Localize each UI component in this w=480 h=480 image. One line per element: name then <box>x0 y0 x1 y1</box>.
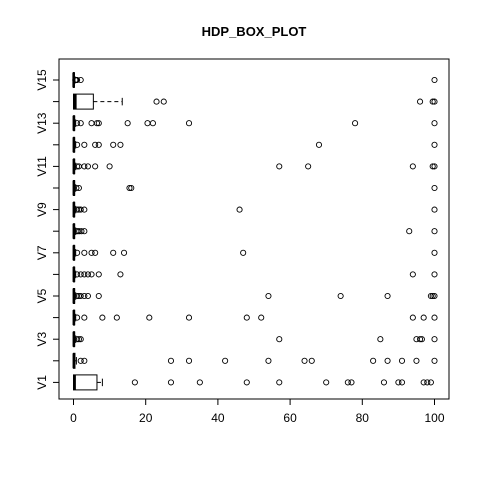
x-tick-label: 0 <box>70 411 77 425</box>
x-tick-label: 60 <box>283 411 297 425</box>
x-tick-label: 80 <box>356 411 370 425</box>
y-tick-label: V15 <box>35 69 49 91</box>
chart-title: HDP_BOX_PLOT <box>202 24 307 39</box>
y-tick-label: V13 <box>35 112 49 134</box>
x-tick-label: 20 <box>139 411 153 425</box>
y-tick-label: V9 <box>35 202 49 217</box>
y-tick-label: V3 <box>35 332 49 347</box>
x-tick-label: 40 <box>211 411 225 425</box>
y-tick-label: V7 <box>35 245 49 260</box>
y-tick-label: V11 <box>35 156 49 177</box>
y-tick-label: V5 <box>35 288 49 303</box>
box-iqr <box>74 375 97 390</box>
y-tick-label: V1 <box>35 375 49 390</box>
x-tick-label: 100 <box>424 411 444 425</box>
